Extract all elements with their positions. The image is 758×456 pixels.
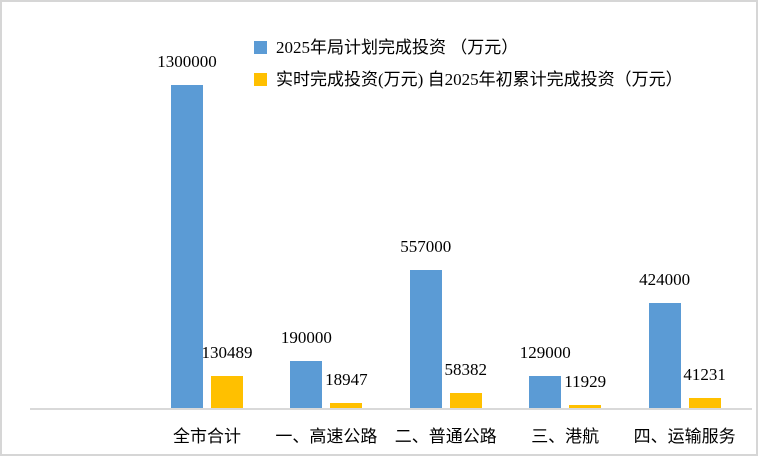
planned-bar-column: 557000 [400,238,451,408]
x-axis-line [30,408,752,410]
planned-bar-column: 1300000 [157,53,217,408]
planned-series-swatch-icon [254,40,267,54]
actual-value-label: 11929 [564,372,607,392]
bar-group: 129000 11929 [520,344,606,408]
planned-value-label: 190000 [280,328,332,348]
bar-group: 190000 18947 [281,329,368,408]
actual-bar [330,403,363,408]
actual-bar-column: 11929 [564,373,606,408]
actual-value-label: 58382 [444,360,488,380]
actual-bar-column: 58382 [445,361,487,408]
category-label: 全市合计 [173,427,241,446]
actual-series-swatch-icon [254,72,267,86]
planned-value-label: 1300000 [157,52,217,72]
category-label: 二、普通公路 [394,427,497,446]
bar-group: 1300000 130489 [157,53,253,408]
planned-bar-column: 424000 [639,271,690,408]
planned-bar [171,85,203,408]
category-label: 三、港航 [531,427,600,446]
planned-value-label: 424000 [639,270,691,290]
planned-bar-column: 190000 [281,329,332,408]
actual-value-label: 41231 [683,365,726,385]
legend-item-actual: 实时完成投资(万元) 自2025年初累计完成投资（万元） [254,66,683,92]
category-label: 一、高速公路 [275,427,378,446]
actual-bar [211,376,243,408]
actual-bar-column: 130489 [202,344,253,408]
actual-value-label: 130489 [201,343,253,363]
planned-bar [409,270,442,408]
actual-bar [688,398,721,408]
planned-bar [648,303,681,408]
actual-bar [449,393,482,408]
legend-item-planned: 2025年局计划完成投资 （万元） [254,34,683,60]
actual-bar [569,405,602,408]
actual-bar-column: 18947 [325,371,368,408]
chart-legend: 2025年局计划完成投资 （万元） 实时完成投资(万元) 自2025年初累计完成… [254,34,683,98]
bar-group: 557000 58382 [400,238,487,408]
planned-bar [290,361,323,408]
bar-group: 424000 41231 [639,271,726,408]
planned-bar [529,376,562,408]
planned-value-label: 557000 [400,237,452,257]
actual-bar-column: 41231 [683,366,726,408]
actual-value-label: 18947 [325,370,368,390]
legend-label-planned: 2025年局计划完成投资 （万元） [276,37,519,57]
legend-label-actual: 实时完成投资(万元) 自2025年初累计完成投资（万元） [276,69,683,89]
planned-value-label: 129000 [519,343,571,363]
planned-bar-column: 129000 [520,344,571,408]
category-label: 四、运输服务 [633,427,736,446]
